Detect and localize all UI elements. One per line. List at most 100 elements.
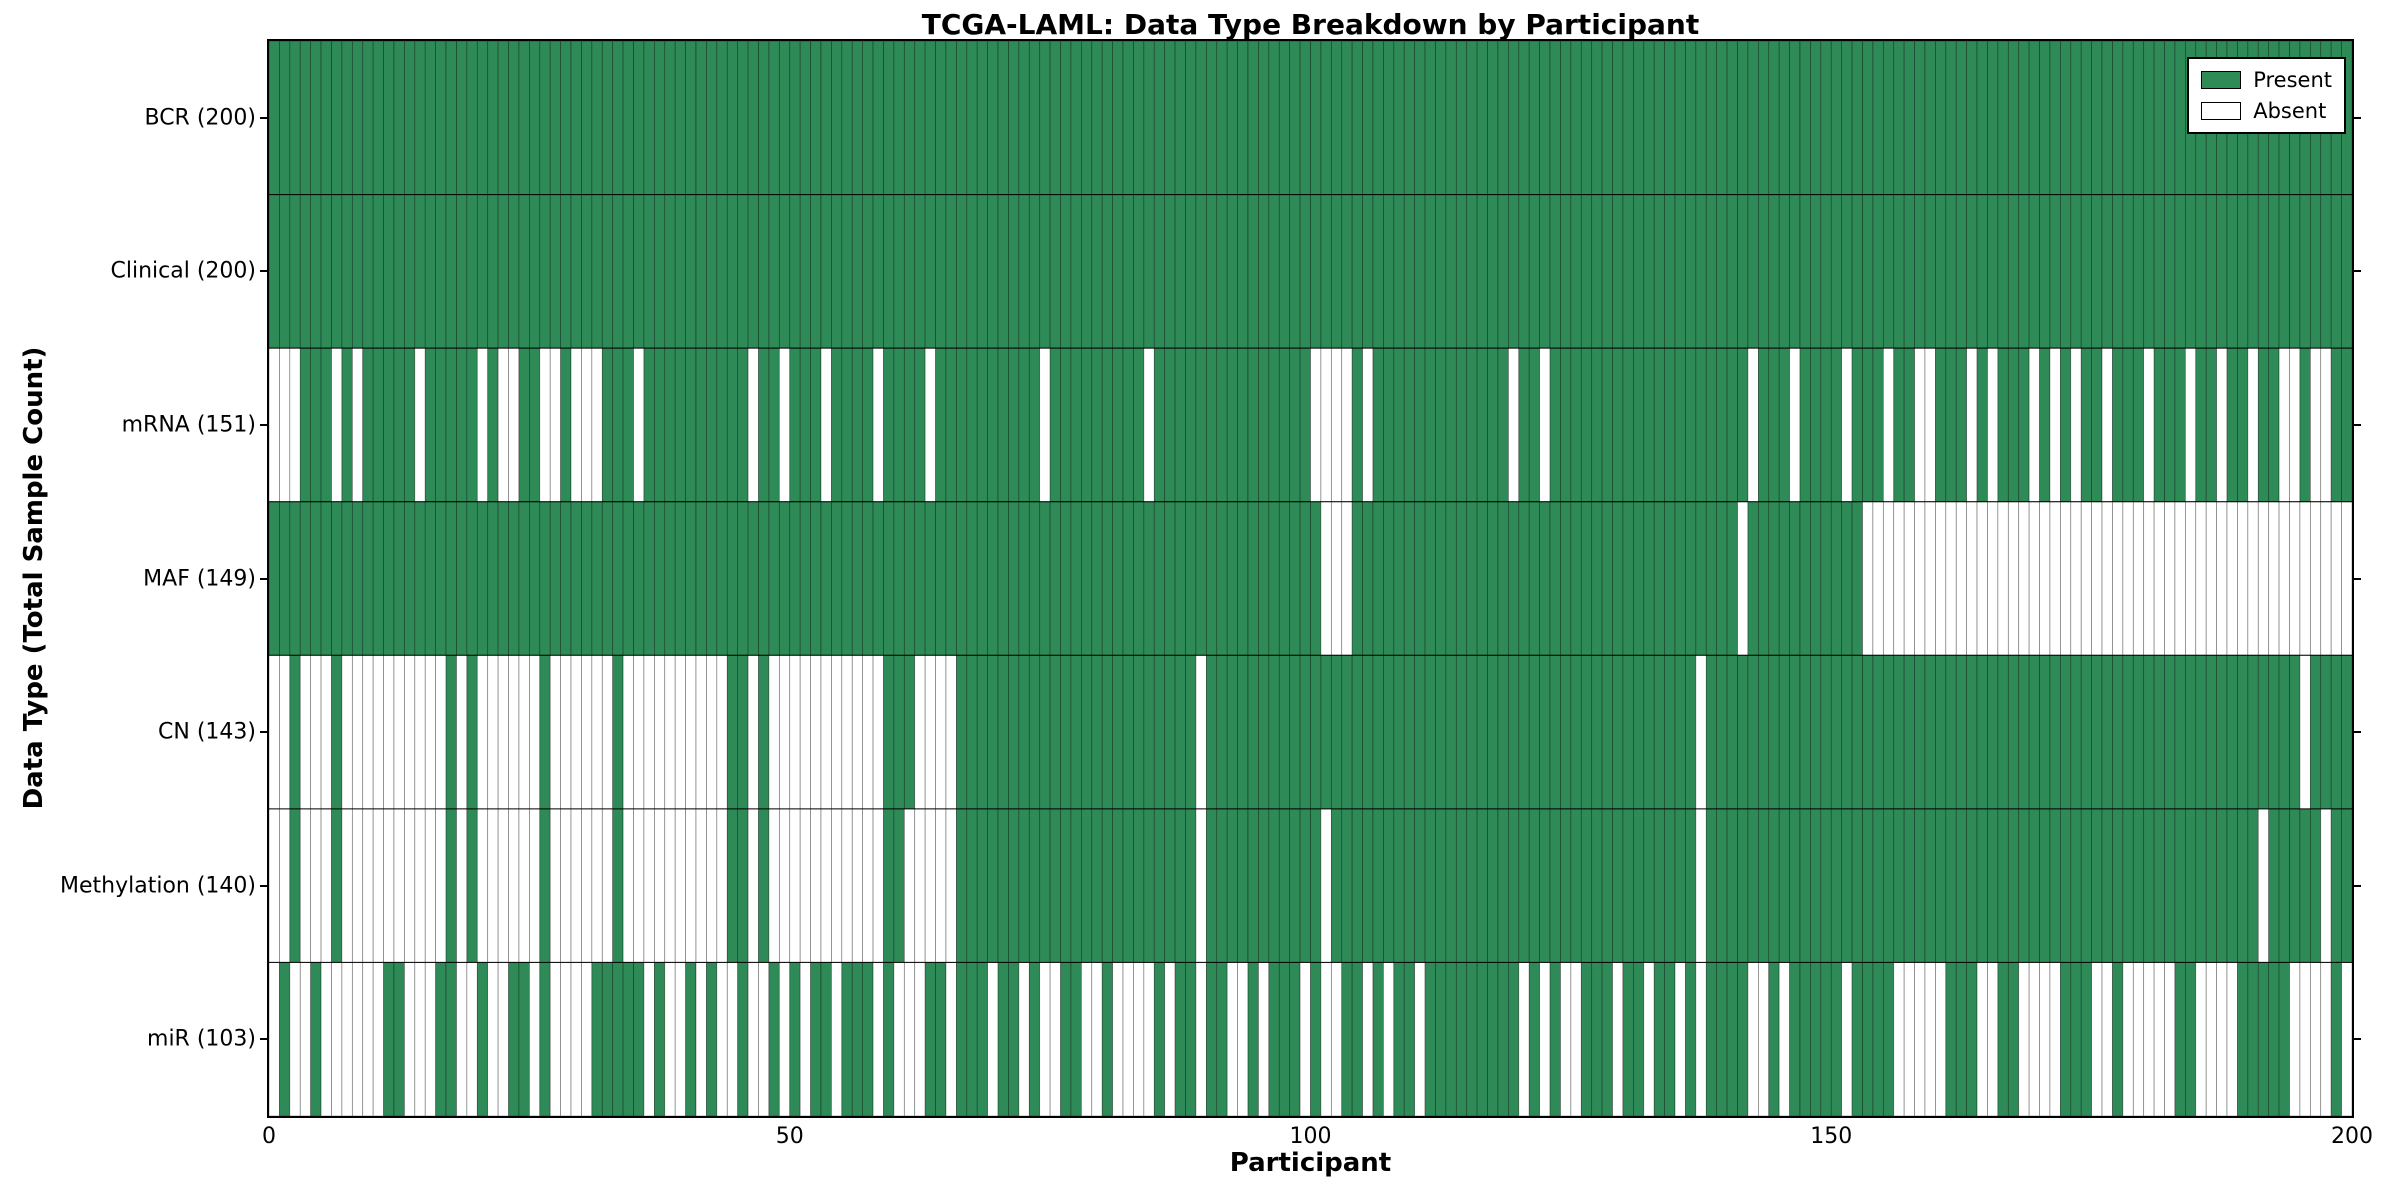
heatmap-cell <box>2039 808 2051 963</box>
heatmap-cell <box>1685 962 1697 1116</box>
heatmap-cell <box>674 808 686 963</box>
heatmap-cell <box>872 654 884 810</box>
heatmap-cell <box>2299 194 2311 349</box>
heatmap-cell <box>1081 41 1093 195</box>
heatmap-cell <box>706 41 718 195</box>
heatmap-cell <box>2007 501 2020 656</box>
heatmap-cell <box>1008 654 1020 810</box>
heatmap-cell <box>1695 808 1707 963</box>
heatmap-cell <box>893 347 905 503</box>
heatmap-cell <box>466 654 478 810</box>
heatmap-cell <box>435 962 447 1116</box>
heatmap-cell <box>987 501 999 656</box>
heatmap-cell <box>1060 962 1072 1116</box>
heatmap-cell <box>2195 962 2207 1116</box>
heatmap-cell <box>966 501 978 656</box>
heatmap-cell <box>2112 808 2124 963</box>
heatmap-cell <box>2205 962 2217 1116</box>
heatmap-cell <box>1414 962 1426 1116</box>
heatmap-cell <box>1383 962 1395 1116</box>
heatmap-cell <box>1424 654 1436 810</box>
heatmap-cell <box>1070 654 1082 810</box>
heatmap-cell <box>820 501 832 656</box>
heatmap-cell <box>1830 808 1843 963</box>
heatmap-cell <box>924 501 936 656</box>
heatmap-cell <box>1268 962 1280 1116</box>
heatmap-cell <box>997 962 1009 1116</box>
heatmap-cell <box>1133 808 1145 963</box>
heatmap-cell <box>1726 808 1738 963</box>
heatmap-cell <box>497 194 509 349</box>
heatmap-cell <box>674 501 686 656</box>
heatmap-cell <box>1643 962 1655 1116</box>
heatmap-cell <box>664 808 676 963</box>
legend-label-absent: Absent <box>2253 99 2327 123</box>
heatmap-cell <box>362 347 374 503</box>
heatmap-cell <box>1653 347 1665 503</box>
heatmap-cell <box>2268 347 2280 503</box>
heatmap-cell <box>1393 654 1405 810</box>
heatmap-cell <box>2122 654 2134 810</box>
heatmap-cell <box>1757 808 1770 963</box>
heatmap-cell <box>351 808 364 963</box>
heatmap-cell <box>643 962 655 1116</box>
heatmap-cell <box>1872 808 1884 963</box>
heatmap-cell <box>1476 962 1488 1116</box>
heatmap-cell <box>2289 194 2301 349</box>
heatmap-cell <box>612 962 624 1116</box>
heatmap-cell <box>654 347 666 503</box>
heatmap-cell <box>643 347 655 503</box>
heatmap-cell <box>435 808 447 963</box>
heatmap-cell <box>903 41 916 195</box>
heatmap-cell <box>1539 501 1551 656</box>
heatmap-cell <box>997 41 1009 195</box>
heatmap-cell <box>2320 962 2332 1116</box>
heatmap-cell <box>2216 347 2228 503</box>
heatmap-cell <box>1247 654 1259 810</box>
heatmap-cell <box>2185 501 2197 656</box>
heatmap-cell <box>1820 41 1832 195</box>
heatmap-cell <box>1841 654 1853 810</box>
heatmap-cell <box>2039 654 2051 810</box>
heatmap-cell <box>1893 808 1905 963</box>
heatmap-cell <box>2174 962 2186 1116</box>
heatmap-cell <box>1518 501 1530 656</box>
heatmap-cell <box>393 962 405 1116</box>
heatmap-cell <box>1091 194 1103 349</box>
heatmap-cell <box>1851 808 1863 963</box>
heatmap-cell <box>612 41 624 195</box>
heatmap-cell <box>1164 347 1176 503</box>
heatmap-cell <box>851 654 864 810</box>
y-tick-label: Methylation (140) <box>60 873 256 899</box>
heatmap-cell <box>1018 808 1030 963</box>
heatmap-cell <box>1716 808 1728 963</box>
heatmap-cell <box>1976 501 1988 656</box>
heatmap-cell <box>2237 808 2249 963</box>
heatmap-cell <box>2091 654 2103 810</box>
heatmap-cell <box>716 347 728 503</box>
heatmap-cell <box>674 41 686 195</box>
heatmap-cell <box>1747 654 1759 810</box>
heatmap-cell <box>1768 41 1780 195</box>
heatmap-cell <box>1081 194 1093 349</box>
heatmap-cell <box>1403 501 1415 656</box>
heatmap-cell <box>1862 808 1874 963</box>
heatmap-cell <box>1403 654 1415 810</box>
heatmap-cell <box>445 194 457 349</box>
heatmap-cell <box>1633 194 1645 349</box>
heatmap-cell <box>1372 347 1384 503</box>
heatmap-cell <box>1028 501 1041 656</box>
heatmap-cell <box>2341 654 2352 810</box>
heatmap-cell <box>445 41 457 195</box>
heatmap-cell <box>2080 808 2092 963</box>
heatmap-cell <box>914 41 926 195</box>
heatmap-cell <box>2080 194 2092 349</box>
heatmap-cell <box>2185 654 2197 810</box>
heatmap-cell <box>1966 962 1978 1116</box>
heatmap-cell <box>539 41 551 195</box>
heatmap-cell <box>1612 501 1624 656</box>
heatmap-cell <box>1487 654 1499 810</box>
heatmap-cell <box>737 962 749 1116</box>
heatmap-cell <box>768 654 780 810</box>
heatmap-cell <box>1497 347 1509 503</box>
